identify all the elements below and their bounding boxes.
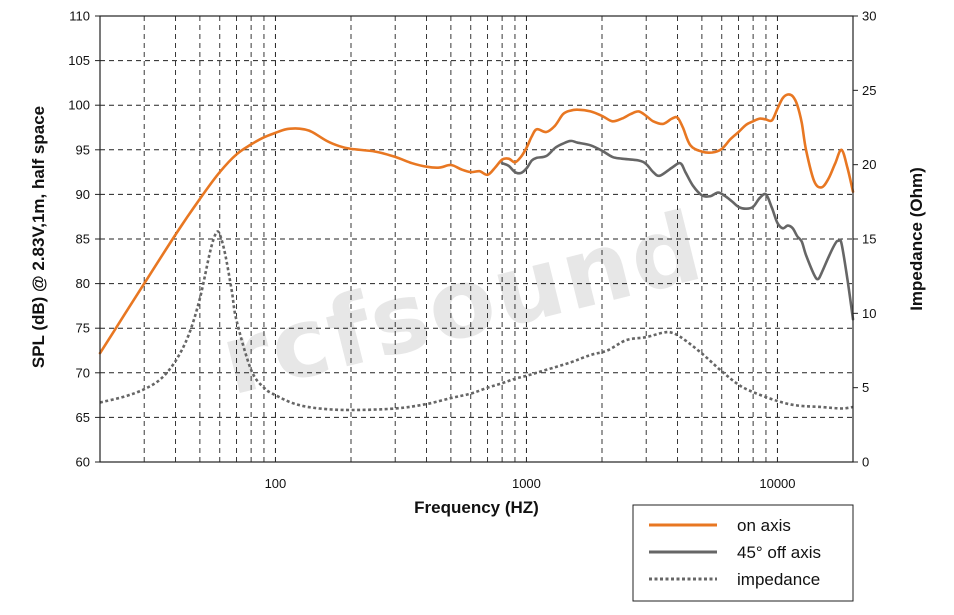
y-tick-label: 90: [76, 187, 90, 202]
data-series: [98, 93, 855, 412]
y-tick-label: 75: [76, 321, 90, 336]
y2-tick-label: 5: [862, 380, 869, 395]
y-tick-label: 110: [69, 9, 90, 24]
legend-label-impedance: impedance: [737, 570, 820, 589]
watermark-text: rcfsound: [210, 190, 713, 417]
y-tick-label: 85: [76, 232, 90, 247]
off-axis-45-line: [500, 139, 855, 321]
y2-axis-title: Impedance (Ohm): [907, 167, 926, 311]
x-tick-label: 100: [265, 476, 287, 491]
y2-tick-label: 25: [862, 83, 876, 98]
y-tick-label: 60: [76, 455, 90, 470]
y-tick-label: 70: [76, 365, 90, 380]
on-axis-line: [98, 93, 855, 355]
y2-tick-label: 20: [862, 157, 876, 172]
y-axis-title: SPL (dB) @ 2.83V,1m, half space: [29, 106, 48, 368]
legend-label-on-axis: on axis: [737, 516, 791, 535]
y2-tick-label: 0: [862, 455, 869, 470]
legend-label-off-axis: 45° off axis: [737, 543, 821, 562]
major-gridlines: [100, 16, 853, 462]
y2-tick-label: 10: [862, 306, 876, 321]
y-tick-label: 65: [76, 410, 90, 425]
y-tick-label: 80: [76, 276, 90, 291]
y-tick-label: 95: [76, 142, 90, 157]
x-axis-title: Frequency (HZ): [414, 498, 539, 517]
x-tick-label: 10000: [759, 476, 795, 491]
y-tick-label: 105: [68, 53, 90, 68]
y-tick-label: 100: [68, 98, 90, 113]
rcfsound-watermark: rcfsound: [210, 190, 713, 417]
legend: on axis 45° off axis impedance: [632, 504, 854, 602]
y2-tick-label: 30: [862, 9, 876, 24]
impedance-line: [99, 230, 854, 412]
y2-tick-label: 15: [862, 232, 876, 247]
x-tick-label: 1000: [512, 476, 541, 491]
axis-ticks: 60 65 70 75 80 85 90 95 100 105 110 0 5 10 15 20 25 30 100…: [68, 9, 876, 492]
